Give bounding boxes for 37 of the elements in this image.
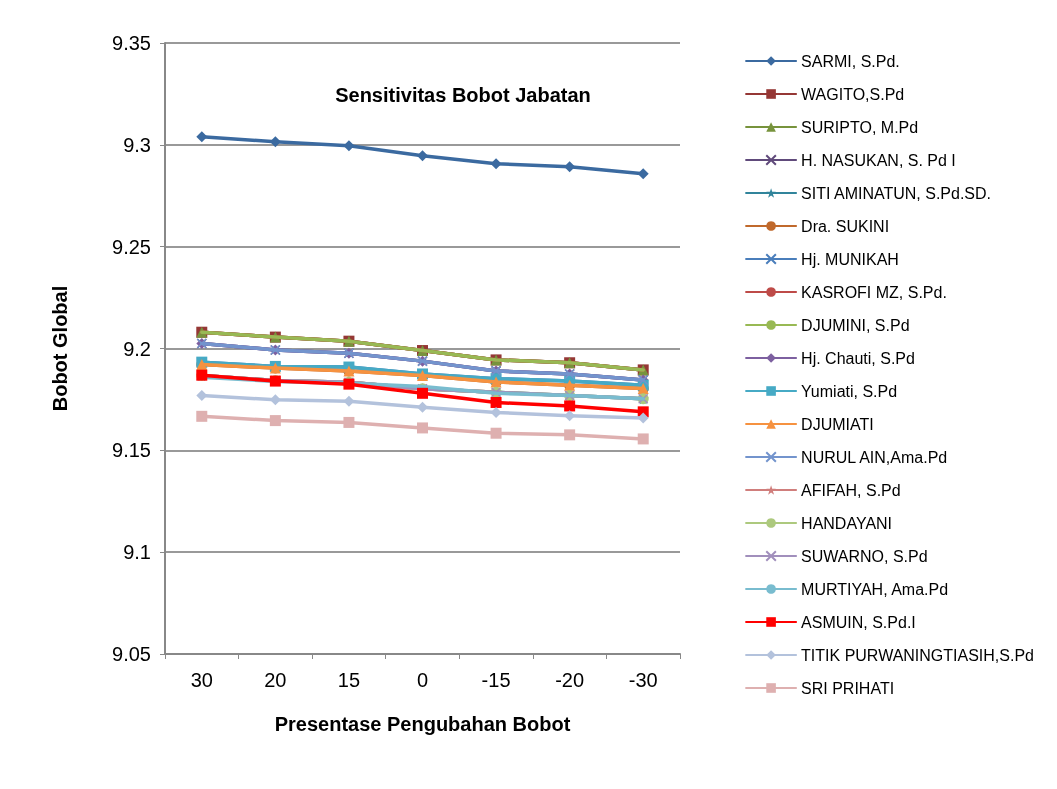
- y-tick-label: 9.15: [112, 439, 151, 462]
- legend-label: Yumiati, S.Pd: [801, 382, 898, 400]
- text: Sensitivitas Bobot Jabatan: [335, 84, 591, 106]
- y-tick-label: 9.25: [112, 235, 151, 258]
- legend-label: SUWARNO, S.Pd: [801, 547, 928, 565]
- x-tick-label: -20: [555, 669, 585, 691]
- y-axis-title: Bobot Global: [49, 285, 71, 412]
- legend-label: DJUMINI, S.Pd: [801, 316, 910, 334]
- legend-label: SURIPTO, M.Pd: [801, 118, 919, 136]
- x-tick-label: -30: [628, 669, 658, 691]
- y-tick-label: 9.2: [123, 337, 151, 360]
- x-axis-title: Presentase Pengubahan Bobot: [274, 713, 571, 735]
- x-tick-label: 20: [264, 669, 287, 691]
- legend-label: Hj. Chauti, S.Pd: [801, 349, 915, 367]
- legend-label: HANDAYANI: [801, 514, 893, 532]
- x-tick-label: 15: [337, 669, 361, 691]
- legend-label: ASMUIN, S.Pd.I: [801, 613, 916, 631]
- legend-label: DJUMIATI: [801, 415, 874, 433]
- y-tick-label: 9.3: [123, 133, 151, 156]
- legend-label: Hj. MUNIKAH: [801, 250, 899, 268]
- legend-label: MURTIYAH, Ama.Pd: [801, 580, 949, 598]
- y-tick-label: 9.35: [112, 32, 151, 54]
- legend-label: AFIFAH, S.Pd: [801, 481, 901, 499]
- legend-label: KASROFI MZ, S.Pd.: [801, 283, 947, 301]
- legend-label: SARMI, S.Pd.: [801, 52, 900, 70]
- legend-label: SRI PRIHATI: [801, 679, 895, 697]
- x-tick-label: -15: [481, 669, 511, 691]
- legend-label: SITI AMINATUN, S.Pd.SD.: [801, 184, 992, 202]
- x-tick-label: 30: [190, 669, 213, 691]
- x-tick-label: 0: [416, 669, 429, 691]
- legend-label: WAGITO,S.Pd: [801, 85, 905, 103]
- legend-label: Dra. SUKINI: [801, 217, 890, 235]
- y-tick-label: 9.1: [123, 541, 151, 564]
- legend-label: NURUL AIN,Ama.Pd: [801, 448, 948, 466]
- legend-label: TITIK PURWANINGTIASIH,S.Pd: [801, 646, 1034, 664]
- legend-label: H. NASUKAN, S. Pd I: [801, 151, 956, 169]
- y-tick-label: 9.05: [112, 643, 151, 665]
